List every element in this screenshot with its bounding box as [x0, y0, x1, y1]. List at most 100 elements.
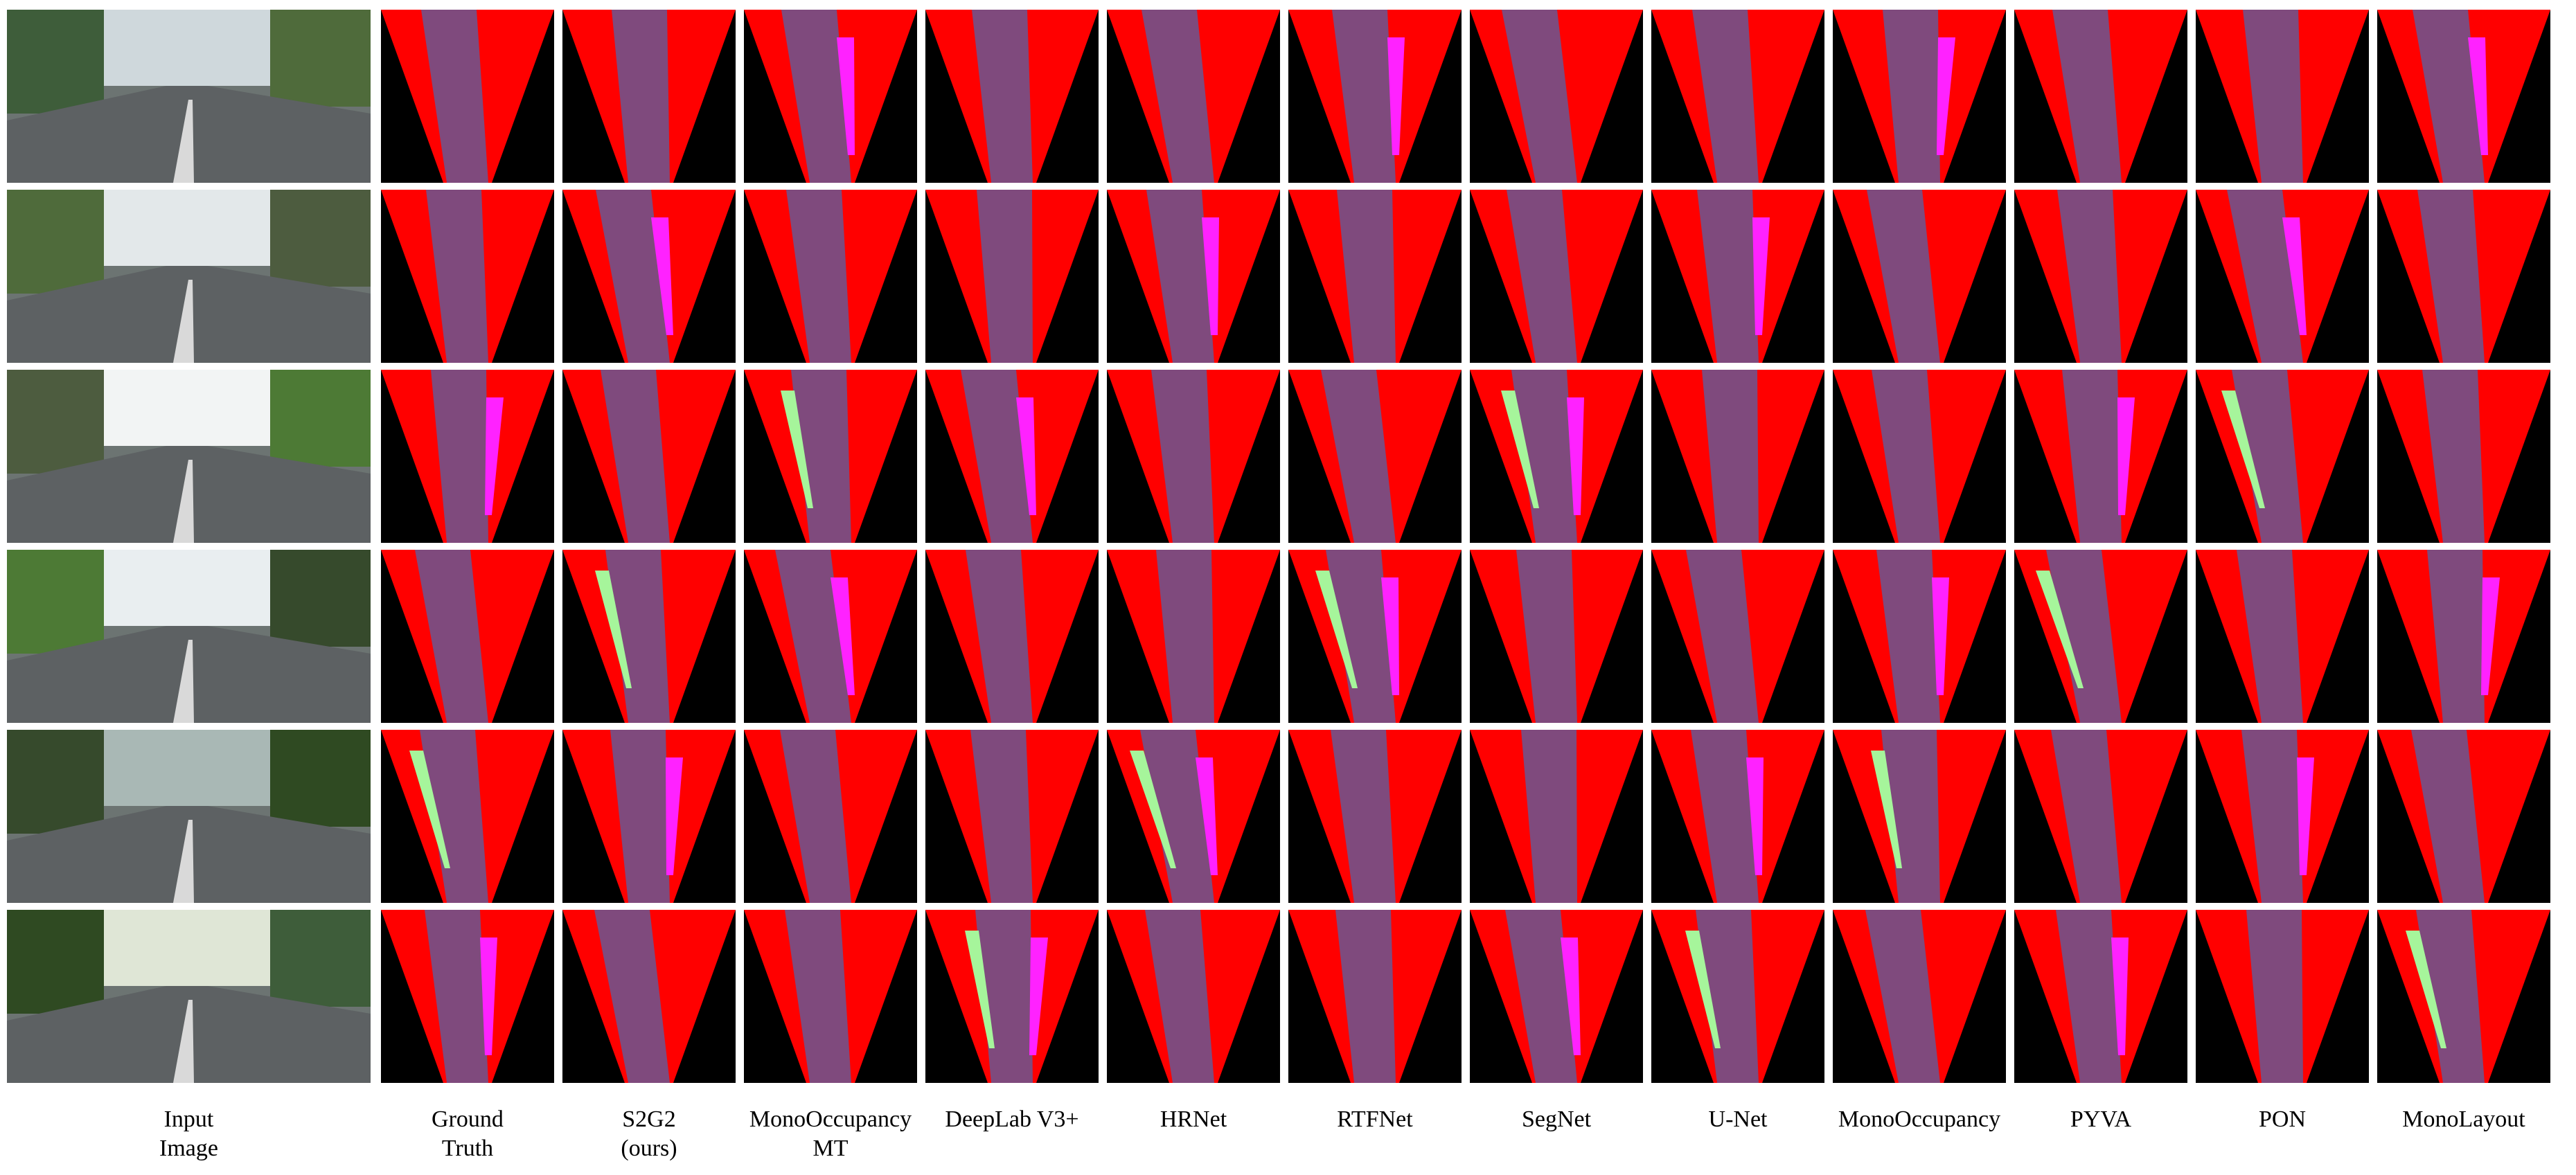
- sidewalk-region: [480, 938, 497, 1055]
- road-region: [775, 550, 851, 723]
- sidewalk-region: [1016, 397, 1036, 515]
- vegetation-region: [1315, 571, 1358, 688]
- road-region: [1696, 910, 1759, 1083]
- bev-map: [1470, 910, 1643, 1083]
- result-row: [7, 10, 2564, 183]
- tree-left: [7, 370, 104, 474]
- input-image: [7, 190, 371, 363]
- bev-map: [1470, 550, 1643, 723]
- road-region: [977, 190, 1033, 363]
- vegetation-region: [595, 571, 632, 688]
- result-row: [7, 730, 2564, 903]
- lane-marking: [173, 460, 194, 543]
- bev-map: [1107, 10, 1280, 183]
- bev-map: [925, 370, 1099, 543]
- road-region: [2052, 10, 2122, 183]
- sidewalk-region: [485, 397, 504, 515]
- tree-right: [270, 10, 371, 107]
- label-hrnet: HRNet: [1160, 1106, 1227, 1132]
- road-region: [781, 10, 851, 183]
- bev-map: [562, 370, 736, 543]
- vegetation-region: [1871, 751, 1902, 868]
- road-region: [605, 550, 670, 723]
- road-region: [2427, 550, 2485, 723]
- road-region: [2046, 550, 2122, 723]
- bev-map: [1833, 10, 2006, 183]
- bev-map: [1107, 370, 1280, 543]
- road-region: [1502, 10, 1577, 183]
- vegetation-region: [1501, 391, 1539, 508]
- road-region: [2062, 370, 2122, 543]
- vegetation-region: [2036, 571, 2084, 688]
- sidewalk-region: [2117, 397, 2135, 515]
- road-region: [780, 730, 851, 903]
- label-pyva: PYVA: [2070, 1106, 2132, 1132]
- road-region: [594, 910, 670, 1083]
- bev-map: [1833, 910, 2006, 1083]
- road-region: [1692, 10, 1759, 183]
- bev-map: [2377, 910, 2550, 1083]
- bev-map: [1833, 730, 2006, 903]
- road-region: [2051, 730, 2122, 903]
- road-region: [2241, 730, 2303, 903]
- sidewalk-region: [2481, 577, 2500, 695]
- bev-map: [1651, 10, 1824, 183]
- road-region: [1142, 10, 1214, 183]
- road-region: [2227, 190, 2303, 363]
- bev-map: [1651, 190, 1824, 363]
- road-region: [1702, 370, 1759, 543]
- tree-left: [7, 910, 104, 1014]
- vegetation-region: [781, 391, 813, 508]
- label-pon: PON: [2258, 1106, 2307, 1132]
- label-monooccupancy: MonoOccupancy: [1838, 1106, 2001, 1132]
- bev-map: [1651, 730, 1824, 903]
- road-region: [2417, 190, 2485, 363]
- bev-map: [2196, 910, 2369, 1083]
- road-region: [1865, 910, 1940, 1083]
- road-region: [785, 910, 851, 1083]
- bev-map: [2377, 10, 2550, 183]
- lane-marking: [173, 100, 194, 183]
- vegetation-region: [409, 751, 450, 868]
- label-deeplab: DeepLab V3+: [945, 1106, 1079, 1132]
- road-region: [425, 910, 488, 1083]
- label-s2g2: S2G2 (ours): [621, 1106, 677, 1161]
- tree-right: [270, 370, 371, 467]
- tree-left: [7, 550, 104, 654]
- road-region: [426, 190, 488, 363]
- bev-map: [744, 550, 917, 723]
- lane-marking: [173, 1000, 194, 1083]
- bev-map: [1107, 910, 1280, 1083]
- sidewalk-region: [1387, 37, 1405, 155]
- sidewalk-region: [2282, 217, 2307, 335]
- bev-map: [2014, 910, 2187, 1083]
- bev-map: [381, 730, 554, 903]
- bev-map: [1288, 370, 1462, 543]
- sidewalk-region: [1567, 397, 1584, 515]
- bev-map: [1651, 910, 1824, 1083]
- road-region: [1326, 550, 1396, 723]
- bev-map: [381, 550, 554, 723]
- bev-map: [381, 370, 554, 543]
- bev-map: [1107, 730, 1280, 903]
- tree-left: [7, 730, 104, 834]
- bev-map: [381, 190, 554, 363]
- road-region: [2232, 370, 2303, 543]
- sidewalk-region: [2111, 938, 2129, 1055]
- sidewalk-region: [1932, 577, 1949, 695]
- road-region: [2416, 910, 2485, 1083]
- input-image: [7, 10, 371, 183]
- bev-map: [562, 190, 736, 363]
- tree-left: [7, 190, 104, 294]
- input-image: [7, 730, 371, 903]
- input-image: [7, 550, 371, 723]
- sidewalk-region: [2468, 37, 2488, 155]
- bev-map: [1470, 370, 1643, 543]
- bev-map: [2014, 370, 2187, 543]
- result-row: [7, 910, 2564, 1083]
- bev-map: [1107, 190, 1280, 363]
- bev-map: [2377, 370, 2550, 543]
- road-region: [420, 730, 488, 903]
- bev-map: [2014, 190, 2187, 363]
- road-region: [1507, 190, 1577, 363]
